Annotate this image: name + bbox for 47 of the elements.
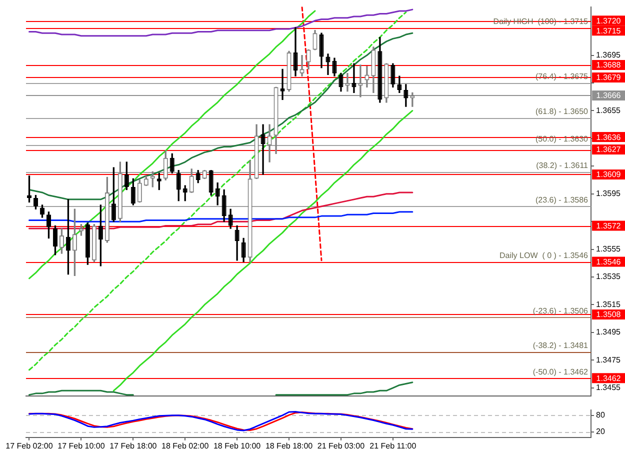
ref-line-label: 1.3546 [596,257,622,266]
ref-line-label: 1.3666 [596,91,622,100]
y-tick-label: 1.3475 [596,355,622,364]
annotation: Daily LOW ( 0 ) - 1.3546 [500,250,589,260]
x-tick-label: 21 Feb 03:00 [317,441,366,450]
ref-line-label: 1.3572 [596,221,622,230]
candlestick [352,63,356,94]
annotation: (38.2) - 1.3611 [536,160,589,170]
x-tick-label: 17 Feb 18:00 [110,441,158,450]
y-tick-label: 1.3695 [596,50,622,60]
y-tick-label: 1.3515 [596,300,622,309]
candlestick [280,68,285,100]
x-tick-label: 18 Feb 18:00 [265,441,314,450]
ref-line-label: 1.3508 [596,310,622,320]
x-tick-label: 17 Feb 02:00 [6,441,54,450]
ref-line-label: 1.3609 [596,170,622,180]
y-tick-label: 20 [596,427,606,436]
ref-line-label: 1.3720 [596,16,622,26]
annotation: (-50.0) - 1.3462 [532,367,589,376]
y-tick-label: 1.3455 [596,383,622,392]
ref-line-label: 1.3679 [596,73,622,82]
x-tick-label: 17 Feb 10:00 [58,441,106,450]
candlestick [326,54,330,76]
x-tick-label: 18 Feb 10:00 [213,441,262,450]
ref-line-label: 1.3462 [596,374,622,383]
y-tick-label: 1.3655 [596,106,622,115]
x-tick-label: 18 Feb 02:00 [162,441,210,450]
line-series [28,12,407,371]
candlestick [358,64,363,98]
x-tick-label: 21 Feb 11:00 [370,441,417,450]
ref-line-label: 1.3636 [596,132,622,142]
annotation: (-38.2) - 1.3481 [532,341,589,350]
candlestick [260,124,266,175]
y-tick-label: 1.3595 [596,189,622,198]
ref-line-label: 1.3688 [596,60,622,70]
candlestick [345,72,350,92]
annotation: (-23.6) - 1.3506 [532,306,589,316]
annotation: (23.6) - 1.3586 [536,196,589,205]
y-tick-label: 80 [596,410,606,420]
ref-line-label: 1.3715 [596,26,622,36]
y-tick-label: 1.3495 [596,328,622,337]
y-tick-label: 1.3555 [596,244,622,254]
y-tick-label: 1.3535 [596,272,622,282]
candlestick [300,54,304,76]
candlestick [364,66,370,88]
annotation: (61.8) - 1.3650 [536,106,589,116]
ref-line-label: 1.3627 [596,145,622,154]
